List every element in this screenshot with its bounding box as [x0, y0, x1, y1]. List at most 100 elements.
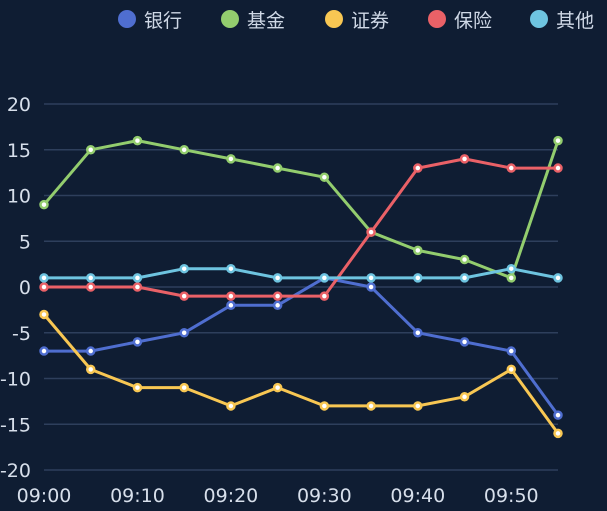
data-point[interactable] — [553, 135, 563, 146]
data-point[interactable] — [179, 145, 189, 155]
data-point[interactable] — [459, 254, 470, 265]
data-point[interactable] — [553, 428, 563, 439]
data-point[interactable] — [319, 291, 330, 301]
data-point[interactable] — [553, 273, 563, 283]
data-point[interactable] — [413, 273, 423, 283]
series-line — [42, 276, 560, 417]
data-point[interactable] — [366, 227, 376, 237]
data-point[interactable] — [226, 263, 236, 274]
legend-marker — [118, 10, 136, 28]
data-point[interactable] — [179, 328, 189, 338]
data-point[interactable] — [39, 282, 49, 292]
y-tick-label: 15 — [7, 140, 31, 162]
data-point[interactable] — [459, 337, 470, 347]
data-point[interactable] — [179, 263, 189, 274]
legend-item-series-2[interactable]: 基金 — [221, 6, 285, 32]
data-point[interactable] — [85, 145, 96, 155]
data-point[interactable] — [459, 392, 470, 402]
data-point[interactable] — [226, 154, 236, 164]
legend-item-series-3[interactable]: 证券 — [325, 6, 389, 32]
data-point[interactable] — [85, 282, 96, 292]
data-point[interactable] — [132, 382, 143, 393]
series-4 — [39, 154, 563, 301]
legend-label: 基金 — [247, 9, 286, 32]
data-point[interactable] — [366, 401, 376, 411]
legend-marker — [325, 10, 343, 28]
data-point[interactable] — [39, 346, 49, 356]
data-point[interactable] — [226, 300, 236, 311]
data-point[interactable] — [272, 382, 283, 393]
series-line — [42, 139, 560, 280]
data-point[interactable] — [506, 364, 517, 375]
data-point[interactable] — [553, 410, 563, 420]
data-point[interactable] — [226, 291, 236, 301]
series-5 — [39, 263, 563, 283]
data-point[interactable] — [272, 291, 283, 301]
x-tick-label: 09:20 — [204, 485, 259, 507]
legend-marker — [530, 10, 548, 28]
legend-item-series-4[interactable]: 保险 — [428, 6, 492, 32]
series-line — [42, 312, 560, 435]
series-2 — [39, 135, 563, 283]
y-tick-label: -20 — [0, 460, 31, 482]
y-tick-label: 5 — [19, 231, 31, 253]
data-point[interactable] — [319, 172, 330, 182]
data-point[interactable] — [132, 135, 143, 146]
series-1 — [39, 273, 563, 420]
legend-label: 保险 — [454, 9, 493, 32]
data-point[interactable] — [459, 154, 470, 164]
series-3 — [39, 309, 563, 439]
data-point[interactable] — [272, 163, 283, 173]
x-tick-label: 09:00 — [17, 485, 72, 507]
data-point[interactable] — [506, 346, 517, 356]
y-tick-label: -10 — [0, 369, 31, 391]
legend-item-series-1[interactable]: 银行 — [118, 6, 182, 32]
data-point[interactable] — [272, 300, 283, 311]
data-point[interactable] — [366, 282, 376, 292]
series-line — [42, 157, 560, 298]
legend-marker — [428, 10, 446, 28]
legend-label: 其他 — [556, 9, 595, 32]
data-point[interactable] — [179, 291, 189, 301]
data-point[interactable] — [506, 273, 517, 283]
x-tick-label: 09:40 — [390, 485, 445, 507]
data-point[interactable] — [413, 163, 423, 173]
data-point[interactable] — [226, 401, 236, 411]
x-tick-label: 09:50 — [484, 485, 539, 507]
data-point[interactable] — [132, 337, 143, 347]
data-point[interactable] — [132, 273, 143, 283]
x-tick-label: 09:30 — [297, 485, 352, 507]
legend-item-series-5[interactable]: 其他 — [530, 6, 594, 32]
y-tick-label: -5 — [12, 323, 31, 345]
data-point[interactable] — [506, 263, 517, 274]
data-point[interactable] — [506, 163, 517, 173]
legend-marker — [221, 10, 239, 28]
data-point[interactable] — [85, 346, 96, 356]
data-point[interactable] — [132, 282, 143, 292]
y-tick-label: 10 — [7, 186, 31, 208]
data-point[interactable] — [85, 364, 96, 375]
data-point[interactable] — [413, 401, 423, 411]
data-point[interactable] — [319, 401, 330, 411]
data-point[interactable] — [459, 273, 470, 283]
data-point[interactable] — [39, 273, 49, 283]
data-point[interactable] — [413, 328, 423, 338]
y-tick-label: -15 — [0, 414, 31, 436]
y-axis: -20 -15 -10 -5 0 5 10 15 20 — [0, 94, 31, 482]
data-point[interactable] — [85, 273, 96, 283]
x-tick-label: 09:10 — [110, 485, 165, 507]
data-point[interactable] — [553, 163, 563, 173]
data-point[interactable] — [272, 273, 283, 283]
data-point[interactable] — [179, 382, 189, 393]
legend-label: 银行 — [144, 9, 183, 32]
data-point[interactable] — [319, 273, 330, 283]
y-tick-label: 20 — [7, 94, 31, 116]
legend-label: 证券 — [351, 9, 390, 32]
x-axis: 09:00 09:10 09:20 09:30 09:40 09:50 — [17, 485, 539, 507]
data-point[interactable] — [39, 199, 49, 210]
data-point[interactable] — [39, 309, 49, 320]
series-line — [42, 267, 560, 280]
data-point[interactable] — [366, 273, 376, 283]
data-point[interactable] — [413, 245, 423, 256]
